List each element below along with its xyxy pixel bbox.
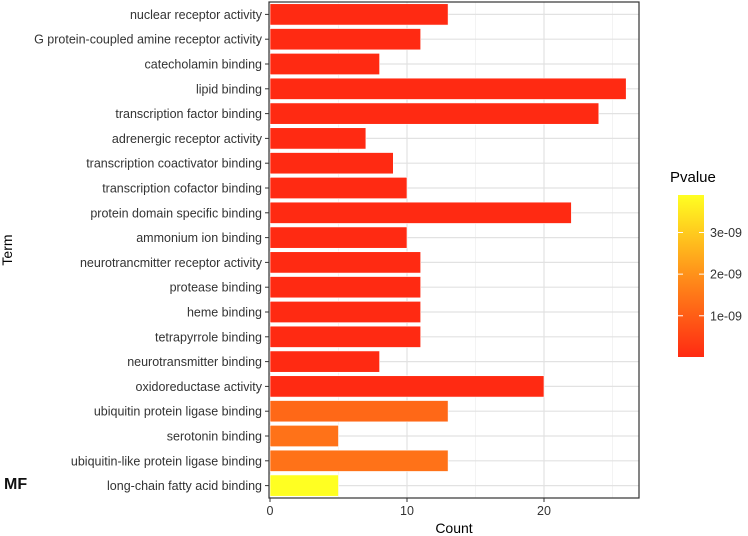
bar: [269, 152, 394, 175]
category-label: transcription factor binding: [115, 107, 262, 121]
x-tick-label: 10: [400, 504, 414, 518]
category-label: serotonin binding: [167, 430, 262, 444]
bar: [269, 177, 408, 199]
bar: [269, 77, 627, 100]
category-label: transcription cofactor binding: [102, 182, 262, 196]
category-label: long-chain fatty acid binding: [107, 479, 262, 493]
category-label: ubiquitin-like protein ligase binding: [71, 454, 262, 468]
category-label: ubiquitin protein ligase binding: [94, 405, 262, 419]
category-labels: nuclear receptor activity G protein-coupl…: [34, 8, 269, 493]
bar: [269, 226, 408, 249]
bars: [269, 3, 627, 497]
legend-tick-label: 2e-09: [710, 268, 742, 282]
category-label: catecholamin binding: [145, 58, 262, 72]
x-tick-label: 20: [537, 504, 551, 518]
category-label: heme binding: [187, 306, 262, 320]
bar: [269, 474, 339, 497]
x-axis-title: Count: [435, 520, 472, 536]
category-label: oxidoreductase activity: [136, 380, 263, 394]
category-label: ammonium ion binding: [136, 231, 262, 245]
category-label: protein domain specific binding: [90, 206, 262, 220]
bar: [269, 325, 421, 348]
plot-panel: [269, 2, 639, 498]
y-axis-title: Term: [0, 234, 15, 265]
legend-ticks: 1e-09 2e-09 3e-09: [678, 226, 742, 323]
bar: [269, 276, 421, 299]
bar: [269, 251, 421, 274]
category-label: G protein-coupled amine receptor activit…: [34, 33, 263, 47]
bar: [269, 301, 421, 323]
facet-label: MF: [4, 476, 27, 493]
bar: [269, 350, 380, 373]
bar: [269, 400, 449, 423]
bar: [269, 3, 449, 26]
category-label: protease binding: [170, 281, 262, 295]
bar: [269, 375, 545, 398]
bar: [269, 425, 339, 447]
bar: [269, 102, 600, 125]
bar: [269, 28, 421, 51]
legend-colorbar: [678, 195, 704, 357]
bar: [269, 449, 449, 472]
category-label: nuclear receptor activity: [130, 8, 263, 22]
bar: [269, 127, 367, 150]
x-tick-label: 0: [267, 504, 274, 518]
legend-tick-label: 3e-09: [710, 226, 742, 240]
category-label: lipid binding: [196, 82, 262, 96]
category-label: tetrapyrrole binding: [155, 330, 262, 344]
x-axis-ticks: 0 10 20: [267, 498, 551, 518]
legend: Pvalue 1e-09 2e-09 3e-09: [670, 169, 742, 357]
category-label: neurotransmitter binding: [127, 355, 262, 369]
plot-border: [268, 1, 640, 499]
bar: [269, 201, 572, 224]
bar: [269, 53, 380, 75]
category-label: neurotrancmitter receptor activity: [80, 256, 263, 270]
category-label: transcription coactivator binding: [86, 157, 262, 171]
legend-title: Pvalue: [670, 169, 716, 186]
category-label: adrenergic receptor activity: [112, 132, 263, 146]
legend-tick-label: 1e-09: [710, 309, 742, 323]
